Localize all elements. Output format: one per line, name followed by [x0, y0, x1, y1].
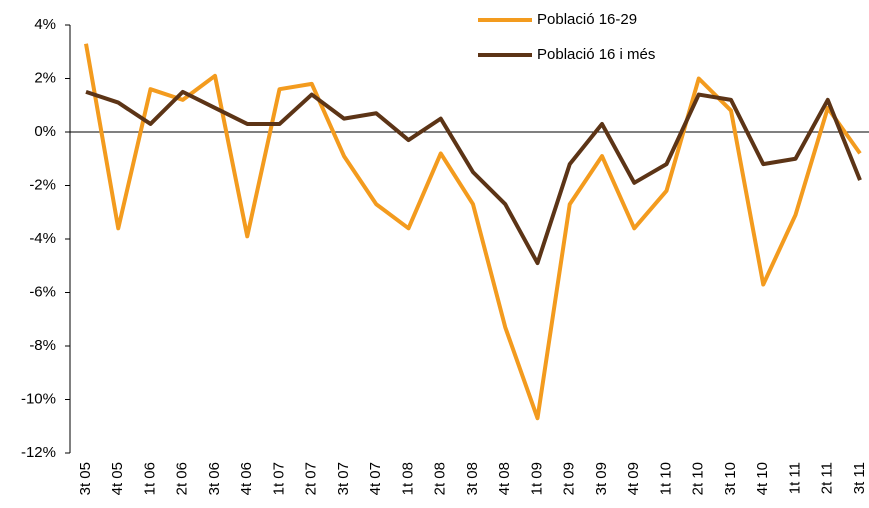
x-tick-label: 1t 08 — [399, 462, 416, 495]
y-tick-label: -6% — [29, 283, 56, 300]
x-tick-label: 4t 06 — [238, 462, 255, 495]
x-tick-label: 4t 09 — [625, 462, 642, 495]
x-tick-label: 4t 05 — [109, 462, 126, 495]
y-tick-label: -10% — [21, 390, 56, 407]
x-tick-label: 3t 06 — [206, 462, 223, 495]
x-tick-label: 3t 10 — [722, 462, 739, 495]
x-tick-label: 3t 09 — [593, 462, 610, 495]
y-tick-label: -8% — [29, 337, 56, 354]
y-tick-label: -2% — [29, 176, 56, 193]
x-tick-label: 2t 06 — [174, 462, 191, 495]
y-tick-label: 0% — [34, 123, 56, 140]
x-tick-label: 3t 11 — [851, 462, 868, 494]
x-tick-label: 3t 05 — [77, 462, 94, 495]
x-tick-label: 1t 09 — [528, 462, 545, 495]
x-tick-label: 4t 08 — [496, 462, 513, 495]
y-tick-label: -4% — [29, 230, 56, 247]
x-tick-label: 1t 06 — [141, 462, 158, 495]
x-tick-label: 3t 08 — [464, 462, 481, 495]
x-tick-label: 2t 09 — [561, 462, 578, 495]
x-tick-label: 1t 10 — [657, 462, 674, 495]
x-tick-label: 2t 08 — [432, 462, 449, 495]
x-tick-label: 2t 10 — [690, 462, 707, 495]
x-tick-label: 3t 07 — [335, 462, 352, 495]
y-tick-label: 4% — [34, 16, 56, 33]
legend-label: Població 16-29 — [537, 11, 637, 28]
x-tick-label: 4t 07 — [367, 462, 384, 495]
y-tick-label: 2% — [34, 69, 56, 86]
x-tick-label: 1t 07 — [270, 462, 287, 495]
line-series — [84, 43, 862, 421]
line-series — [85, 89, 862, 266]
x-tick-label: 4t 10 — [754, 462, 771, 495]
x-tick-label: 1t 11 — [786, 462, 803, 494]
legend-label: Població 16 i més — [537, 46, 655, 63]
x-tick-label: 2t 11 — [819, 462, 836, 494]
x-tick-label: 2t 07 — [303, 462, 320, 495]
y-tick-label: -12% — [21, 444, 56, 461]
